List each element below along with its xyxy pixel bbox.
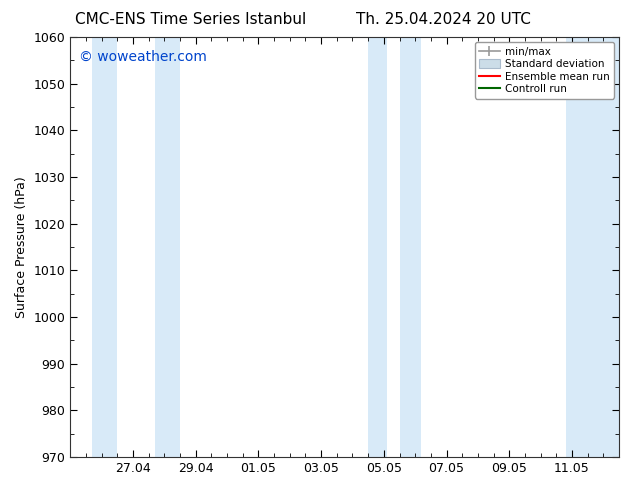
Y-axis label: Surface Pressure (hPa): Surface Pressure (hPa) (15, 176, 28, 318)
Bar (566, 37, 619, 457)
Bar (368, 37, 387, 457)
Legend: min/max, Standard deviation, Ensemble mean run, Controll run: min/max, Standard deviation, Ensemble me… (475, 42, 614, 98)
Bar (92, 37, 117, 457)
Bar (399, 37, 422, 457)
Text: © woweather.com: © woweather.com (79, 50, 207, 64)
Text: CMC-ENS Time Series Istanbul: CMC-ENS Time Series Istanbul (75, 12, 306, 27)
Bar (155, 37, 180, 457)
Text: Th. 25.04.2024 20 UTC: Th. 25.04.2024 20 UTC (356, 12, 531, 27)
